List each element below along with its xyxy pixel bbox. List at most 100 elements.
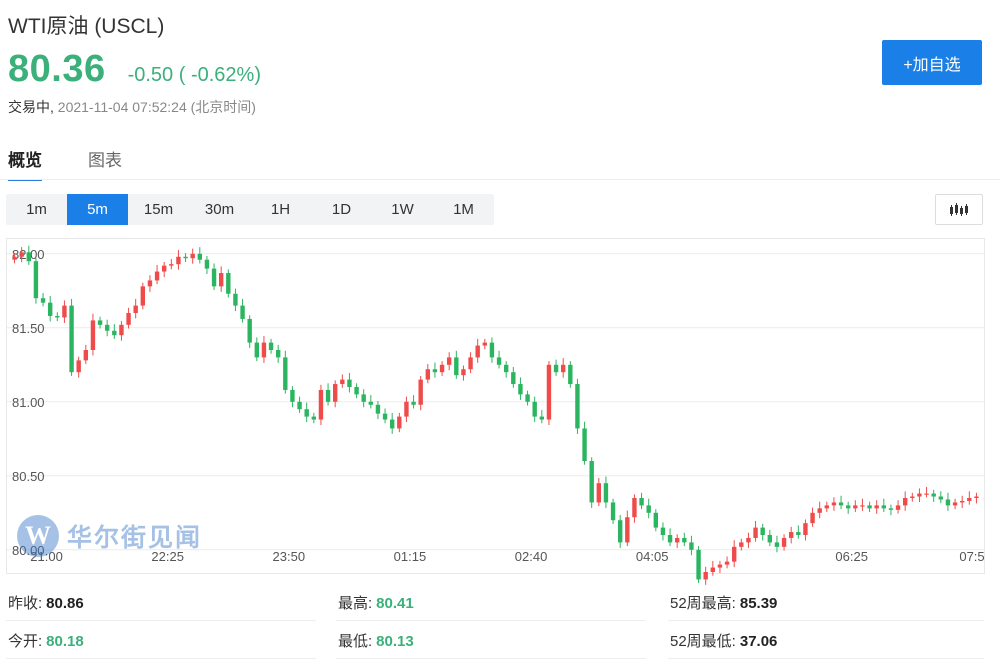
candle-body [55,315,60,318]
candle-body [660,527,666,535]
candle-body [218,273,224,287]
candle-body [268,342,274,350]
tab-overview[interactable]: 概览 [8,146,42,181]
main-tabs: 概览 图表 [8,146,168,181]
candle-body [204,259,210,269]
candle-body [461,369,466,376]
candle-body [183,256,188,259]
candle-body [646,505,651,513]
candle-body [639,498,644,506]
candle-body [881,505,887,509]
candle-body [62,305,67,318]
candle-body [674,537,680,543]
add-watchlist-button[interactable]: +加自选 [882,40,982,85]
instrument-title: WTI原油 (USCL) [8,15,165,38]
period-1mo[interactable]: 1M [453,201,474,218]
candle-body [917,493,922,497]
stat-label: 最高: [338,595,373,612]
candle-body [340,379,345,385]
x-tick-label: 23:50 [273,549,306,564]
price-change: -0.50 ( -0.62%) [127,64,261,86]
candle-body [133,305,138,313]
stat-label: 昨收: [8,595,43,612]
candle-body [468,357,473,370]
candle-body [910,496,915,498]
period-30m[interactable]: 30m [204,201,235,218]
candle-body [974,496,979,498]
period-15m[interactable]: 15m [143,201,174,218]
period-5m[interactable]: 5m [67,194,128,225]
candle-body [667,535,673,543]
candle-body [254,342,260,358]
candle-body [311,416,317,420]
candle-body [503,364,509,373]
candle-body [924,493,929,495]
y-tick-label: 80.50 [12,469,45,484]
candle-body [689,542,694,550]
stat-value: 80.18 [46,633,84,650]
candle-body [632,498,637,518]
candle-body [938,496,944,500]
candle-body [731,546,737,562]
candle-body [767,535,773,543]
stats-divider [668,658,984,659]
candle-body [76,360,81,373]
candle-body [952,502,958,506]
stat-label: 今开: [8,633,43,650]
candle-body [397,416,402,429]
candlestick-icon [950,202,968,216]
candle-body [119,324,124,336]
candle-body [596,483,602,503]
candle-body [781,537,787,547]
stat-value: 80.41 [376,595,414,612]
stats-divider [668,620,984,621]
stat-label: 52周最低: [670,633,736,650]
candle-body [190,253,195,259]
candle-body [653,512,659,528]
candle-body [161,265,167,272]
x-tick-label: 21:00 [30,549,63,564]
candle-body [332,384,338,402]
candle-body [47,302,53,316]
candle-body [931,493,936,497]
candle-body [361,394,366,402]
chart-type-button[interactable] [935,194,983,225]
period-1w[interactable]: 1W [391,201,414,218]
candle-body [774,542,780,547]
candle-body [97,320,103,325]
candle-body [233,293,238,306]
candle-body [240,305,245,319]
period-selector: 1m 5m 15m 30m 1H 1D 1W 1M [6,194,494,225]
candle-body [845,505,851,509]
candle-body [454,357,459,376]
stat-value: 85.39 [739,595,778,612]
price-row: 80.36 -0.50 ( -0.62%) [8,48,261,91]
candle-body [682,537,687,543]
candle-body [439,364,445,373]
price-chart-frame [6,238,985,574]
candle-body [560,364,566,373]
period-1h[interactable]: 1H [270,201,291,218]
candle-body [625,517,630,543]
stat-value: 37.06 [739,633,778,650]
candle-body [83,350,89,361]
stat-52w-high: 52周最高: 85.39 [670,592,777,613]
candle-body [482,342,488,346]
candle-body [803,523,808,535]
stat-label: 最低: [338,633,373,650]
candle-body [753,527,758,538]
candle-body [838,502,844,506]
tab-chart[interactable]: 图表 [88,151,122,170]
candle-body [411,401,416,405]
candle-body [261,342,267,358]
candle-body [418,379,423,405]
period-1d[interactable]: 1D [331,201,352,218]
candle-body [446,357,452,365]
candle-body [375,404,381,414]
watermark-logo: W [17,515,59,557]
period-1m[interactable]: 1m [26,201,47,218]
candle-body [788,532,794,538]
candle-body [945,499,951,506]
stat-label: 52周最高: [670,595,736,612]
